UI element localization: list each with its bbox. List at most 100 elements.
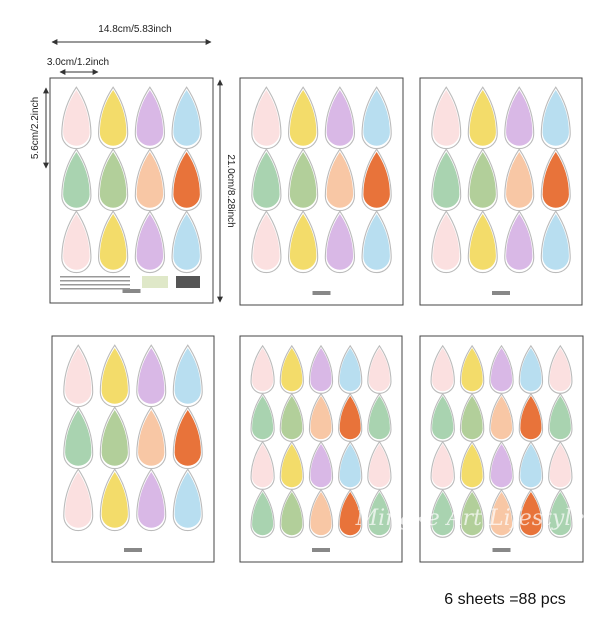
sticker xyxy=(432,396,454,440)
sticker xyxy=(65,348,92,404)
sticker xyxy=(549,444,571,488)
sticker xyxy=(469,214,496,270)
sticker xyxy=(368,348,390,392)
sticker xyxy=(174,348,201,404)
sticker xyxy=(432,348,454,392)
print-text xyxy=(60,280,130,282)
sticker xyxy=(461,396,483,440)
sticker xyxy=(339,396,361,440)
sticker xyxy=(173,214,200,270)
sheet-label xyxy=(312,548,330,552)
sticker xyxy=(520,492,542,536)
sticker xyxy=(363,214,390,270)
sheet-label xyxy=(312,291,331,295)
sticker xyxy=(99,214,127,270)
sticker xyxy=(281,444,303,488)
sticker xyxy=(281,492,303,536)
sticker xyxy=(490,348,513,392)
sticker xyxy=(432,444,454,488)
sticker xyxy=(63,152,90,208)
sticker xyxy=(326,90,354,146)
sticker xyxy=(469,90,496,146)
sticker xyxy=(174,472,201,528)
sticker xyxy=(99,152,127,208)
sticker xyxy=(310,444,332,488)
sheet-label xyxy=(122,289,141,293)
sticker xyxy=(101,348,128,404)
print-text xyxy=(60,288,130,290)
sheet-label xyxy=(492,548,511,552)
sticker xyxy=(339,444,361,488)
sticker xyxy=(520,444,542,488)
sticker xyxy=(433,90,460,146)
sheet-label xyxy=(124,548,142,552)
sticker xyxy=(433,214,460,270)
sticker xyxy=(289,214,317,270)
sticker xyxy=(310,396,332,440)
sticker xyxy=(368,444,390,488)
sticker xyxy=(368,492,390,536)
drop-width: 3.0cm/1.2inch xyxy=(47,57,109,68)
sticker xyxy=(363,90,390,146)
sticker xyxy=(490,396,513,440)
sticker xyxy=(63,90,90,146)
sticker xyxy=(281,348,303,392)
sticker xyxy=(174,410,201,466)
drop-height: 5.6cm/2.2inch xyxy=(30,97,41,159)
sticker xyxy=(252,492,274,536)
sticker xyxy=(549,396,571,440)
sticker xyxy=(549,492,571,536)
sticker xyxy=(65,472,92,528)
sticker xyxy=(136,152,164,208)
sticker xyxy=(339,348,361,392)
sticker xyxy=(63,214,90,270)
sticker xyxy=(138,472,165,528)
sticker xyxy=(506,214,533,270)
sticker xyxy=(490,492,513,536)
sticker xyxy=(65,410,92,466)
sticker xyxy=(138,348,165,404)
sticker xyxy=(101,472,128,528)
sticker xyxy=(252,396,274,440)
sticker xyxy=(138,410,165,466)
sticker xyxy=(253,90,280,146)
sticker xyxy=(136,90,164,146)
sticker xyxy=(101,410,128,466)
sticker xyxy=(461,492,483,536)
sheets xyxy=(49,77,584,563)
sticker xyxy=(310,348,332,392)
sticker xyxy=(469,152,496,208)
sticker xyxy=(136,214,164,270)
sticker xyxy=(520,348,542,392)
sticker xyxy=(549,348,571,392)
logo xyxy=(142,276,168,288)
sticker xyxy=(432,492,454,536)
sheet-height: 21.0cm/8.28inch xyxy=(225,154,236,227)
watermark: Mingke Art Lifestyle xyxy=(355,506,585,531)
barcode xyxy=(176,276,200,288)
sticker xyxy=(253,214,280,270)
sticker xyxy=(173,90,200,146)
sticker xyxy=(99,90,127,146)
sticker xyxy=(363,152,390,208)
sticker xyxy=(326,214,354,270)
sticker xyxy=(339,492,361,536)
sticker xyxy=(368,396,390,440)
print-text xyxy=(60,284,130,286)
sticker xyxy=(173,152,200,208)
sticker xyxy=(281,396,303,440)
sticker xyxy=(252,444,274,488)
sticker xyxy=(542,214,569,270)
sticker xyxy=(461,348,483,392)
sticker xyxy=(542,152,569,208)
sticker xyxy=(461,444,483,488)
sheet-width: 14.8cm/5.83inch xyxy=(98,24,171,35)
sticker xyxy=(520,396,542,440)
sticker xyxy=(490,444,513,488)
sticker xyxy=(289,90,317,146)
sheet-label xyxy=(492,291,510,295)
print-text xyxy=(60,276,130,278)
sticker xyxy=(506,152,533,208)
sticker xyxy=(310,492,332,536)
